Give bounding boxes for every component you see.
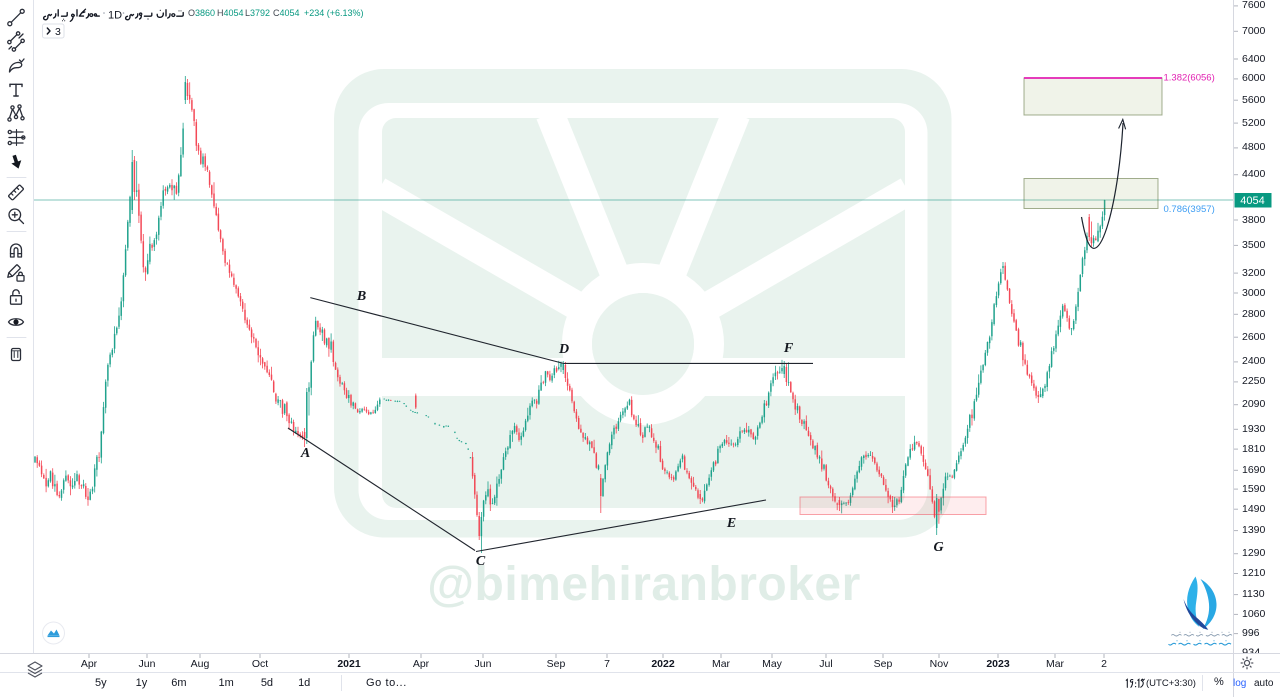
svg-text:1D: 1D: [108, 10, 122, 22]
svg-text:F: F: [783, 341, 794, 356]
svg-text:+234 (+6.13%): +234 (+6.13%): [304, 8, 364, 18]
svg-text:4054: 4054: [1240, 195, 1264, 207]
svg-text:3: 3: [55, 26, 61, 38]
svg-text:E: E: [726, 516, 736, 531]
svg-text:@bimehiranbroker: @bimehiranbroker: [427, 558, 861, 611]
svg-text:0.786(3957): 0.786(3957): [1164, 204, 1215, 215]
svg-text:B: B: [356, 289, 366, 304]
svg-text:C: C: [476, 554, 486, 569]
svg-text:L3792: L3792: [245, 8, 270, 18]
svg-text:A: A: [300, 446, 310, 461]
svg-text:C4054: C4054: [273, 8, 300, 18]
svg-text:1.382(6056): 1.382(6056): [1164, 73, 1215, 84]
svg-text:O3860: O3860: [188, 8, 215, 18]
svg-text:D: D: [558, 342, 569, 357]
svg-text:H4054: H4054: [217, 8, 244, 18]
svg-text:G: G: [933, 540, 943, 555]
